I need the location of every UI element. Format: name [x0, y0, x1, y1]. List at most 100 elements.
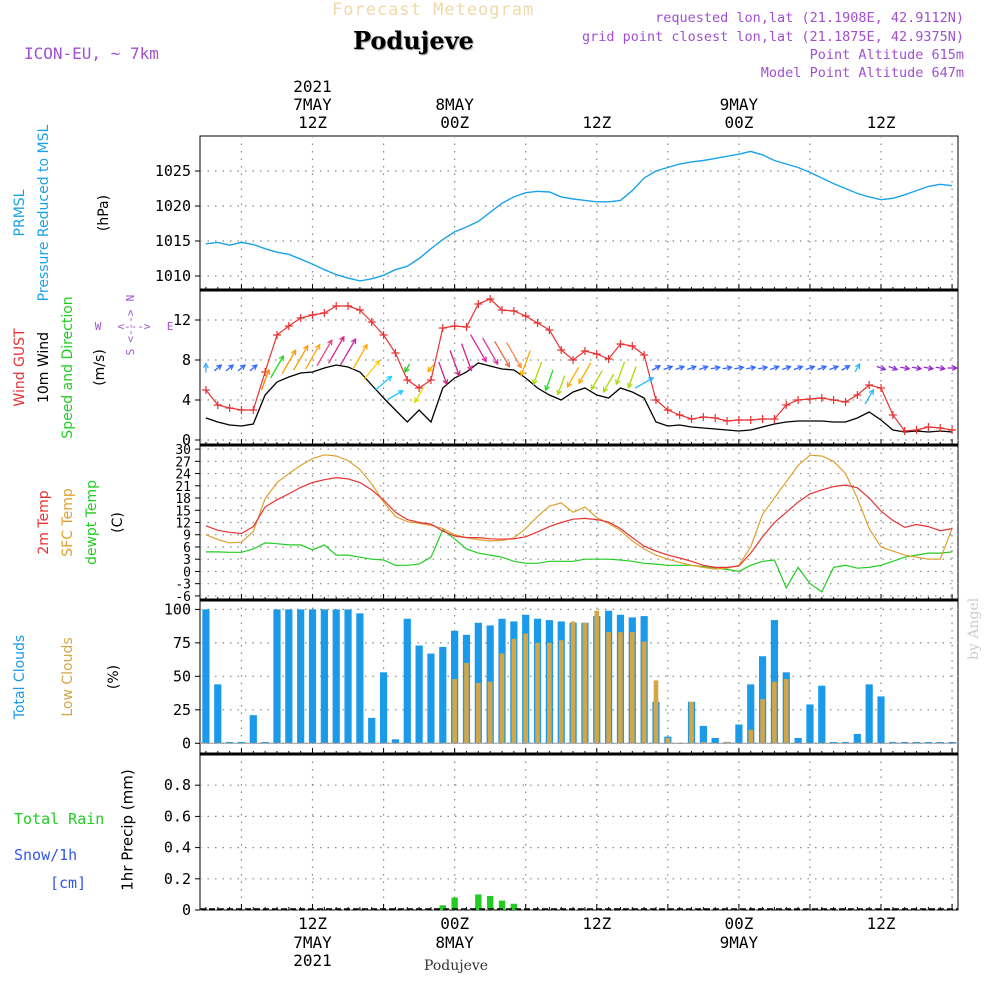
wind-direction-arrow [888, 365, 898, 371]
compass-east-label: E [167, 320, 174, 333]
total-clouds-bar [285, 609, 293, 744]
wind-direction-arrow [663, 365, 673, 371]
gust-marker [391, 349, 400, 357]
total-clouds-bar [735, 724, 743, 744]
total-clouds-bar [439, 646, 447, 744]
wind-direction-arrow [293, 345, 309, 371]
product-title: Forecast Meteogram [332, 0, 535, 20]
wind-direction-arrow [675, 365, 685, 371]
gust-marker [948, 426, 957, 434]
total-clouds-bar [936, 741, 944, 744]
gust-marker [284, 322, 293, 330]
top-axis-year-label: 2021 [293, 77, 332, 96]
total-clouds-bar [332, 609, 340, 744]
bottom-axis-time-label: 00Z [440, 914, 469, 933]
low-clouds-bar [748, 729, 754, 744]
gust-marker [367, 318, 376, 326]
wind-direction-arrow [722, 366, 732, 370]
low-clouds-bar [547, 642, 552, 744]
total-clouds-bar [830, 741, 838, 744]
low-clouds-bar [499, 653, 505, 744]
pressure-panel-frame [199, 135, 959, 291]
gust-marker [213, 401, 222, 409]
clouds-ytick-label: 100 [164, 600, 191, 618]
wind-direction-arrowhead [556, 389, 562, 396]
wind-direction-arrow [651, 365, 661, 371]
wind-direction-arrowhead [868, 388, 874, 395]
gust-marker [379, 331, 388, 339]
total-clouds-bar [948, 741, 956, 744]
low-clouds-bar [653, 680, 659, 744]
top-axis-date-label: 7MAY [293, 95, 332, 114]
gust-marker [509, 307, 518, 315]
temperature-axis-label: (C) [110, 512, 126, 533]
wind-direction-arrowhead [648, 377, 655, 383]
precip-ytick-label: 0.2 [164, 870, 191, 888]
wind-axis-label: Speed and Direction [60, 296, 76, 438]
temperature-axis-label: dewpt Temp [84, 480, 100, 565]
wind-direction-arrowhead [386, 375, 393, 382]
pressure-series-line [205, 150, 953, 282]
wind-direction-arrowhead [544, 385, 550, 392]
wind-axis-label: 10m Wind [36, 332, 52, 403]
rain-bar [451, 897, 458, 910]
clouds-ytick-label: 50 [173, 667, 191, 685]
wind-direction-arrow [340, 338, 357, 366]
low-clouds-bar [594, 610, 600, 744]
wind-direction-arrowhead [854, 362, 861, 370]
wind-direction-arrow [602, 373, 615, 393]
gust-marker [805, 395, 814, 403]
wind-direction-arrowhead [493, 359, 499, 366]
total-clouds-bar [818, 685, 826, 744]
wind-direction-arrow [438, 361, 448, 385]
compass-west-label: W [95, 320, 102, 333]
low-clouds-bar [570, 621, 576, 744]
low-clouds-bar [760, 699, 765, 744]
wind-direction-arrow [237, 364, 246, 372]
gust-marker [415, 384, 424, 392]
total-clouds-bar [226, 741, 234, 744]
total-clouds-bar [214, 684, 222, 744]
wind-direction-arrow [213, 364, 222, 372]
compass-arrow-horizontal: <---> [117, 320, 150, 333]
clouds-axis-label: (%) [106, 665, 122, 689]
total-clouds-bar [877, 696, 885, 744]
wind-direction-arrowhead [202, 362, 209, 369]
gust-marker [533, 319, 542, 327]
wind-direction-arrowhead [327, 339, 333, 346]
temperature-ytick-label: 9 [183, 529, 191, 544]
wind-direction-arrowhead [615, 379, 621, 386]
gust-marker [272, 331, 281, 339]
wind-series-line [205, 362, 953, 433]
wind-direction-arrowhead [350, 337, 357, 345]
wind-direction-arrow [387, 390, 404, 400]
total-clouds-bar [368, 717, 376, 744]
total-clouds-bar [427, 653, 435, 744]
gust-marker [782, 401, 791, 409]
gust-marker [521, 312, 530, 320]
gust-marker [462, 323, 471, 331]
wind-direction-arrowhead [278, 354, 285, 362]
total-clouds-bar [747, 684, 755, 744]
wind-direction-arrowhead [404, 366, 410, 374]
gust-marker [841, 398, 850, 406]
low-clouds-bar [535, 642, 540, 744]
wind-direction-arrow [746, 366, 756, 370]
wind-direction-arrow [281, 350, 297, 374]
wind-direction-arrow [793, 365, 803, 371]
top-axis-time-label: 12Z [582, 113, 611, 132]
rain-bar [475, 894, 482, 910]
gust-marker [320, 309, 329, 317]
gust-marker [616, 340, 625, 348]
wind-direction-arrowhead [627, 382, 633, 389]
wind-direction-arrow [698, 365, 708, 371]
wind-direction-arrow [375, 375, 392, 391]
top-axis-date-label: 8MAY [435, 95, 474, 114]
temperature-ytick-label: 3 [183, 553, 191, 568]
pressure-ytick-label: 1010 [155, 267, 191, 285]
total-clouds-bar [901, 741, 909, 744]
low-clouds-bar [772, 681, 777, 744]
total-clouds-bar [806, 704, 814, 744]
station-title: Podujeve [353, 26, 474, 55]
total-clouds-bar [711, 737, 719, 744]
